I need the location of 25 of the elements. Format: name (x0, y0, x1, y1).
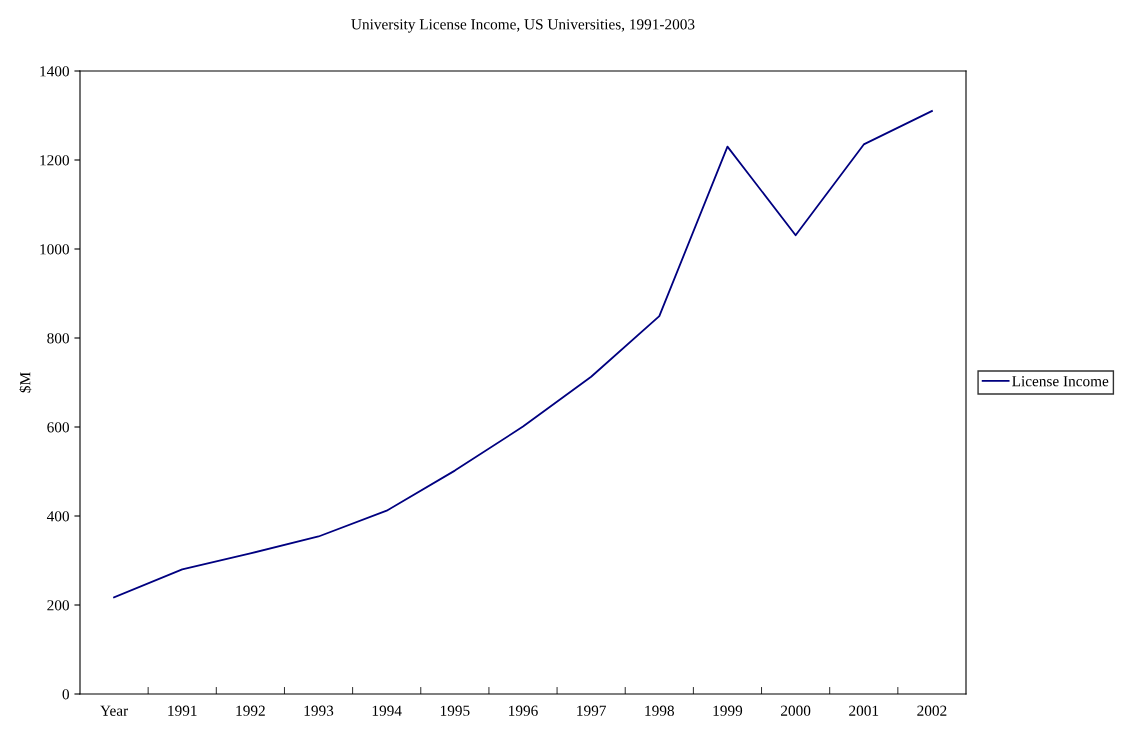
x-tick-label: 1992 (236, 705, 265, 716)
y-tick-label: 1200 (40, 155, 69, 166)
y-tick-label: 1000 (40, 244, 69, 255)
x-tick-label: 1996 (509, 705, 538, 716)
x-tick-label: 1991 (168, 705, 197, 716)
y-tick-label: 400 (46, 511, 69, 522)
x-tick-label: 2000 (781, 705, 811, 716)
y-tick-label: 800 (47, 333, 69, 344)
chart-title: University License Income, US Universities, 1991-2003 (351, 19, 695, 33)
x-tick-label: 1999 (713, 705, 743, 716)
y-axis-title: $M (19, 372, 32, 393)
x-tick-label: 1997 (577, 705, 606, 716)
x-tick-label: 1998 (645, 705, 674, 716)
x-tick-label: 1994 (372, 705, 402, 716)
legend-label: License Income (1012, 376, 1109, 387)
y-tick-label: 1400 (40, 66, 69, 77)
x-tick-label: Year (100, 705, 129, 716)
line-series (113, 110, 933, 599)
x-tick-label: 2002 (917, 705, 947, 716)
y-tick-label: 600 (47, 422, 69, 433)
x-tick-label: 1995 (440, 705, 470, 716)
y-tick-label: 200 (47, 600, 69, 611)
x-tick-label: 1993 (304, 705, 334, 716)
y-tick-label: 0 (62, 689, 69, 700)
x-tick-label: 2001 (849, 705, 879, 716)
